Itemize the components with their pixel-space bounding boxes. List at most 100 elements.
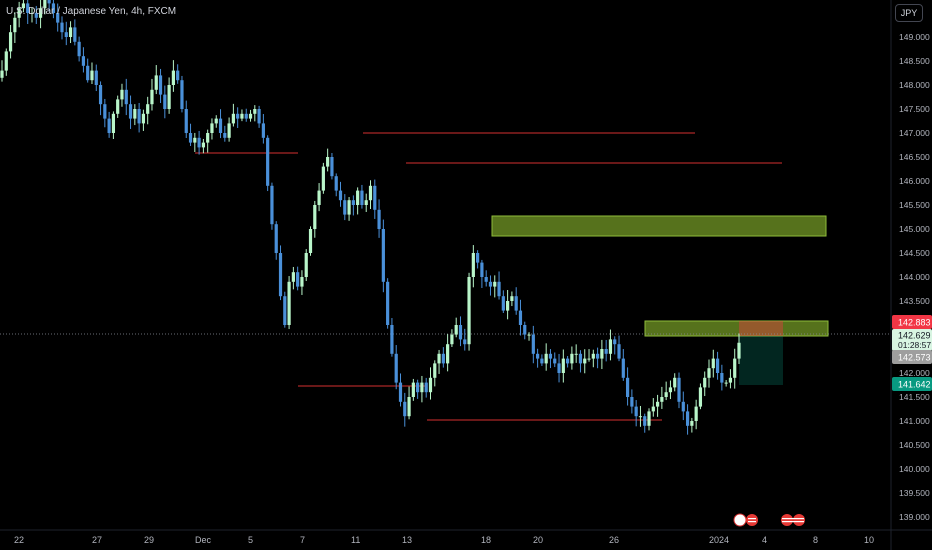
x-tick-label: 4 <box>762 535 767 545</box>
candle-body <box>497 281 501 297</box>
supply-zone[interactable] <box>491 215 827 237</box>
candle-body <box>527 334 531 336</box>
candle-body <box>163 94 167 109</box>
candle-body <box>321 166 325 191</box>
candle-body <box>188 133 193 143</box>
candle-body <box>488 281 493 287</box>
us-flag-event-icon[interactable] <box>781 514 805 526</box>
candle-body <box>308 229 313 253</box>
candle-body <box>244 113 248 119</box>
candle-body <box>120 89 124 100</box>
candle-body <box>197 137 201 148</box>
candle-body <box>403 401 407 417</box>
y-tick-label: 147.000 <box>899 128 930 138</box>
x-tick-label: 26 <box>609 535 619 545</box>
candle-body <box>446 344 450 364</box>
candle-body <box>128 104 133 119</box>
candle-body <box>206 133 210 143</box>
candle-body <box>214 118 218 124</box>
candle-body <box>248 113 253 119</box>
candle-body <box>664 392 668 397</box>
position-target-zone[interactable] <box>739 336 783 385</box>
target-price-badge: 141.642 <box>892 377 932 391</box>
y-tick-label: 146.500 <box>899 152 930 162</box>
candle-body <box>94 70 98 85</box>
candle-body <box>317 190 321 205</box>
x-tick-label: 20 <box>533 535 543 545</box>
candle-body <box>184 109 188 133</box>
candle-body <box>111 113 116 133</box>
position-stop-zone[interactable] <box>739 321 783 336</box>
candle-body <box>728 377 733 383</box>
candle-body <box>51 3 56 14</box>
candle-body <box>536 353 540 359</box>
bid-price-value: 142.573 <box>898 353 931 363</box>
candle-body <box>377 209 381 229</box>
candle-body <box>141 113 146 124</box>
candle-body <box>291 272 295 282</box>
candle-body <box>330 157 334 177</box>
candle-body <box>313 205 317 229</box>
candle-body <box>103 104 107 119</box>
candle-body <box>64 32 68 37</box>
last-price-value: 142.629 <box>898 331 931 341</box>
candle-body <box>471 253 475 277</box>
candle-body <box>236 113 240 119</box>
candle-body <box>47 0 51 4</box>
candle-body <box>621 358 625 378</box>
price-axis[interactable]: 149.000 148.500 148.000 147.500 147.000 146.5… <box>899 32 930 522</box>
candle-body <box>390 325 394 354</box>
supply-zone[interactable] <box>644 320 829 337</box>
candle-body <box>21 3 26 9</box>
candle-body <box>107 118 111 133</box>
candle-body <box>510 296 514 301</box>
x-tick-label: 7 <box>300 535 305 545</box>
candle-body <box>544 353 548 364</box>
candle-body <box>300 277 304 287</box>
candle-body <box>416 382 420 393</box>
candle-body <box>724 382 728 384</box>
us-flag-event-icon[interactable] <box>733 513 758 527</box>
candle-body <box>660 397 664 402</box>
time-axis[interactable]: 22 27 29 Dec 5 7 11 13 18 20 26 2024 4 8 10 <box>14 535 874 545</box>
candle-body <box>608 339 613 354</box>
candle-body <box>360 190 364 205</box>
candle-body <box>553 358 557 364</box>
bar-countdown: 01:28:57 <box>898 340 931 350</box>
candle-body <box>43 0 47 9</box>
candle-body <box>274 224 278 253</box>
candle-body <box>450 334 454 345</box>
candle-body <box>223 133 227 138</box>
candle-body <box>253 109 257 114</box>
candle-body <box>424 382 428 393</box>
candle-body <box>60 22 64 33</box>
currency-button[interactable]: JPY <box>895 4 923 22</box>
candle-body <box>257 109 261 124</box>
candle-body <box>334 176 338 191</box>
candle-body <box>523 325 527 335</box>
candle-body <box>617 344 621 359</box>
y-tick-label: 149.000 <box>899 32 930 42</box>
candle-body <box>38 8 43 18</box>
candle-body <box>167 85 171 109</box>
x-tick-label: 11 <box>351 535 360 545</box>
candle-body <box>707 368 711 378</box>
candle-body <box>548 353 553 359</box>
candle-body <box>338 190 343 201</box>
y-tick-label: 148.500 <box>899 56 930 66</box>
candle-body <box>501 296 505 311</box>
y-tick-label: 148.000 <box>899 80 930 90</box>
candle-body <box>193 137 197 143</box>
candle-body <box>180 80 184 109</box>
candle-body <box>283 296 287 325</box>
candle-body <box>158 75 163 95</box>
candle-body <box>146 104 150 114</box>
candle-body <box>154 75 158 90</box>
candle-body <box>381 229 385 282</box>
y-tick-label: 145.500 <box>899 200 930 210</box>
symbol-title[interactable]: U.S. Dollar / Japanese Yen, 4h, FXCM <box>6 6 177 17</box>
candle-body <box>364 200 368 205</box>
candle-body <box>561 358 565 373</box>
